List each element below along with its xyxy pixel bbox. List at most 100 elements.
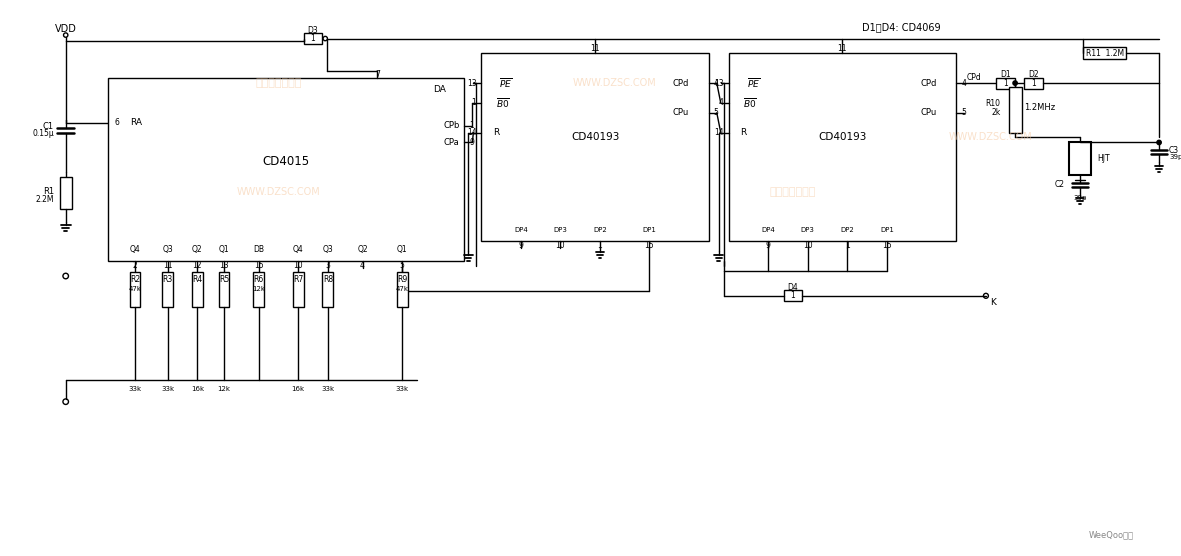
Bar	[191, 272, 203, 307]
Bar	[109, 78, 464, 261]
Text: Q2: Q2	[357, 245, 367, 254]
Text: WeeQoo维库: WeeQoo维库	[1089, 531, 1134, 540]
Text: 15: 15	[645, 241, 654, 250]
Text: R1: R1	[43, 187, 54, 196]
Text: CD40193: CD40193	[818, 132, 867, 142]
Text: R2: R2	[130, 275, 141, 285]
Text: DP3: DP3	[801, 226, 815, 232]
Text: DP2: DP2	[593, 226, 607, 232]
Text: 47k: 47k	[396, 286, 409, 292]
Text: Q4: Q4	[293, 245, 304, 254]
Bar	[729, 53, 957, 241]
Text: 4: 4	[360, 261, 365, 270]
Text: 5: 5	[399, 261, 405, 270]
Text: Q3: Q3	[162, 245, 172, 254]
Text: R6: R6	[254, 275, 263, 285]
Text: Q1: Q1	[397, 245, 407, 254]
Text: 1: 1	[846, 241, 850, 250]
Text: $\overline{PE}$: $\overline{PE}$	[500, 76, 513, 90]
Text: 9: 9	[469, 138, 475, 147]
Bar	[130, 272, 141, 307]
Text: 12: 12	[193, 261, 202, 270]
Text: D4: D4	[788, 283, 798, 292]
Text: 1: 1	[311, 34, 315, 43]
Text: 1.2MHz: 1.2MHz	[1024, 103, 1056, 112]
Text: 9: 9	[765, 241, 771, 250]
Text: R9: R9	[397, 275, 407, 285]
Text: $\overline{B0}$: $\overline{B0}$	[744, 96, 757, 110]
Bar	[1024, 78, 1043, 88]
Text: 10: 10	[293, 261, 304, 270]
Text: 14: 14	[466, 128, 476, 137]
Bar	[304, 33, 322, 44]
Text: $\overline{B0}$: $\overline{B0}$	[496, 96, 510, 110]
Text: R8: R8	[322, 275, 333, 285]
Text: 14: 14	[715, 128, 724, 137]
Text: 16k: 16k	[292, 386, 305, 392]
Text: D2: D2	[1029, 70, 1039, 79]
Bar	[293, 272, 304, 307]
Bar	[322, 272, 333, 307]
Text: 2.2M: 2.2M	[35, 195, 54, 205]
Text: 2k: 2k	[991, 108, 1000, 117]
Text: 12k: 12k	[217, 386, 230, 392]
Text: D1～D4: CD4069: D1～D4: CD4069	[862, 22, 941, 32]
Text: 5: 5	[713, 108, 719, 117]
Text: D1: D1	[1000, 70, 1011, 79]
Text: 13: 13	[466, 78, 476, 88]
Text: WWW.DZSC.COM: WWW.DZSC.COM	[236, 187, 320, 197]
Text: DP4: DP4	[762, 226, 775, 232]
Text: 4: 4	[713, 78, 719, 88]
Text: 13: 13	[220, 261, 229, 270]
Text: R: R	[740, 128, 746, 137]
Text: Q2: Q2	[193, 245, 203, 254]
Text: CPd: CPd	[920, 78, 937, 88]
Text: 1: 1	[471, 98, 476, 107]
Text: 33k: 33k	[321, 386, 334, 392]
Text: 1: 1	[1004, 78, 1009, 88]
Text: 12k: 12k	[253, 286, 266, 292]
Text: 1: 1	[1031, 78, 1036, 88]
Text: Q4: Q4	[130, 245, 141, 254]
Text: 6: 6	[115, 118, 119, 127]
Bar	[482, 53, 709, 241]
Text: 39p: 39p	[1169, 154, 1181, 160]
Text: 1: 1	[598, 241, 602, 250]
Text: 13: 13	[715, 78, 724, 88]
Text: WWW.DZSC.COM: WWW.DZSC.COM	[950, 132, 1032, 142]
Text: 1: 1	[469, 121, 474, 130]
Circle shape	[1013, 81, 1017, 85]
Text: 11: 11	[590, 44, 600, 53]
Text: 11: 11	[163, 261, 172, 270]
Text: 3: 3	[326, 261, 331, 270]
Text: R: R	[494, 128, 500, 137]
Text: 47k: 47k	[129, 286, 142, 292]
Text: DP4: DP4	[514, 226, 528, 232]
Text: R4: R4	[193, 275, 202, 285]
Text: Q3: Q3	[322, 245, 333, 254]
Text: 15: 15	[882, 241, 892, 250]
Text: RA: RA	[130, 118, 142, 127]
Text: 33k: 33k	[129, 386, 142, 392]
Text: 15: 15	[254, 261, 263, 270]
Bar	[253, 272, 265, 307]
Text: CD40193: CD40193	[570, 132, 619, 142]
Text: R5: R5	[218, 275, 229, 285]
Text: CPd: CPd	[673, 78, 689, 88]
Text: CPd: CPd	[967, 73, 981, 82]
Text: DB: DB	[253, 245, 265, 254]
Text: 4: 4	[719, 98, 724, 107]
Text: 7: 7	[374, 70, 380, 78]
Bar	[60, 177, 72, 208]
Text: DA: DA	[433, 86, 446, 95]
Text: D3: D3	[308, 26, 319, 34]
Text: R11  1.2M: R11 1.2M	[1085, 49, 1123, 58]
Text: DP1: DP1	[642, 226, 657, 232]
Bar	[1083, 47, 1127, 59]
Text: WWW.DZSC.COM: WWW.DZSC.COM	[573, 78, 657, 88]
Bar	[1069, 142, 1091, 175]
Text: 10: 10	[555, 241, 566, 250]
Circle shape	[1157, 140, 1161, 145]
Text: DP2: DP2	[841, 226, 854, 232]
Text: C1: C1	[43, 122, 54, 131]
